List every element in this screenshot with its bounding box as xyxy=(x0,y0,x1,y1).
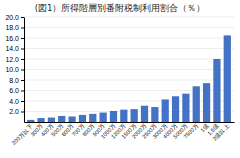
bar xyxy=(58,116,65,122)
grid-line xyxy=(24,27,234,28)
y-tick-mark xyxy=(21,38,24,39)
y-tick-mark xyxy=(21,59,24,60)
y-axis-line xyxy=(24,18,25,123)
bar xyxy=(151,107,158,122)
bar xyxy=(120,110,127,122)
y-tick-mark xyxy=(21,91,24,92)
x-axis-line xyxy=(25,122,235,123)
bar xyxy=(37,118,44,122)
bar xyxy=(193,86,200,122)
x-tick-label: 7500万 xyxy=(182,123,199,140)
y-tick-label: 18.0 xyxy=(5,24,19,31)
grid xyxy=(24,17,234,112)
bar xyxy=(213,59,220,122)
bar xyxy=(141,106,148,122)
y-tick-mark xyxy=(21,80,24,81)
x-tick: 7500万 xyxy=(182,123,199,140)
y-tick-label: 16.0 xyxy=(5,35,19,42)
bar xyxy=(182,94,189,122)
y-tick: 4.0 xyxy=(9,98,24,105)
bar xyxy=(110,111,117,122)
y-tick: 14.0 xyxy=(5,45,24,52)
grid-line xyxy=(24,17,234,18)
bar xyxy=(27,120,34,122)
y-tick-label: 14.0 xyxy=(5,45,19,52)
x-tick: 2億以上 xyxy=(211,122,231,142)
y-tick-mark xyxy=(21,17,24,18)
bar xyxy=(131,109,138,122)
y-tick-label: 2.0 xyxy=(9,108,19,115)
bar xyxy=(100,113,107,122)
y-tick: 12.0 xyxy=(5,56,24,63)
plot-area: 2.0 4.0 6.0 8.0 10.0 12.0 14.0 16.0 18.0 20.0 200万… xyxy=(5,14,234,146)
bar xyxy=(48,118,55,122)
bar xyxy=(68,116,75,122)
bar xyxy=(203,83,210,122)
y-tick-label: 20.0 xyxy=(5,14,19,21)
y-axis: 2.0 4.0 6.0 8.0 10.0 12.0 14.0 16.0 18.0 20.0 xyxy=(5,14,24,123)
y-tick-label: 10.0 xyxy=(5,66,19,73)
bar xyxy=(224,35,231,122)
x-tick-label: 2億以上 xyxy=(211,122,231,142)
grid-line xyxy=(24,69,234,70)
y-tick-label: 6.0 xyxy=(9,87,19,94)
chart: 2.0 4.0 6.0 8.0 10.0 12.0 14.0 16.0 18.0 20.0 200万… xyxy=(0,0,240,158)
y-tick-mark xyxy=(21,28,24,29)
y-tick-label: 4.0 xyxy=(9,98,19,105)
grid-line xyxy=(24,111,234,112)
y-tick: 20.0 xyxy=(5,14,24,21)
y-tick: 18.0 xyxy=(5,24,24,31)
y-tick-mark xyxy=(21,49,24,50)
bar xyxy=(79,115,86,122)
y-tick: 2.0 xyxy=(9,108,24,115)
y-tick-mark xyxy=(21,70,24,71)
bar xyxy=(89,114,96,122)
y-tick-mark xyxy=(21,112,24,113)
x-axis: 200万以下300万400万500万600万700万800万900万1000万1… xyxy=(11,122,235,146)
grid-line xyxy=(24,90,234,91)
grid-line xyxy=(24,48,234,49)
grid-line xyxy=(24,101,234,102)
y-tick: 16.0 xyxy=(5,35,24,42)
y-tick-mark xyxy=(21,101,24,102)
grid-line xyxy=(24,38,234,39)
y-tick: 8.0 xyxy=(9,77,24,84)
bars xyxy=(27,35,231,122)
grid-line xyxy=(24,80,234,81)
bar xyxy=(162,99,169,122)
y-tick-label: 12.0 xyxy=(5,56,19,63)
bar xyxy=(172,96,179,122)
grid-line xyxy=(24,59,234,60)
y-tick-label: 8.0 xyxy=(9,77,19,84)
y-tick: 10.0 xyxy=(5,66,24,73)
y-tick: 6.0 xyxy=(9,87,24,94)
title: (図1）所得階層別番附税制利用割合（％） xyxy=(35,3,206,13)
